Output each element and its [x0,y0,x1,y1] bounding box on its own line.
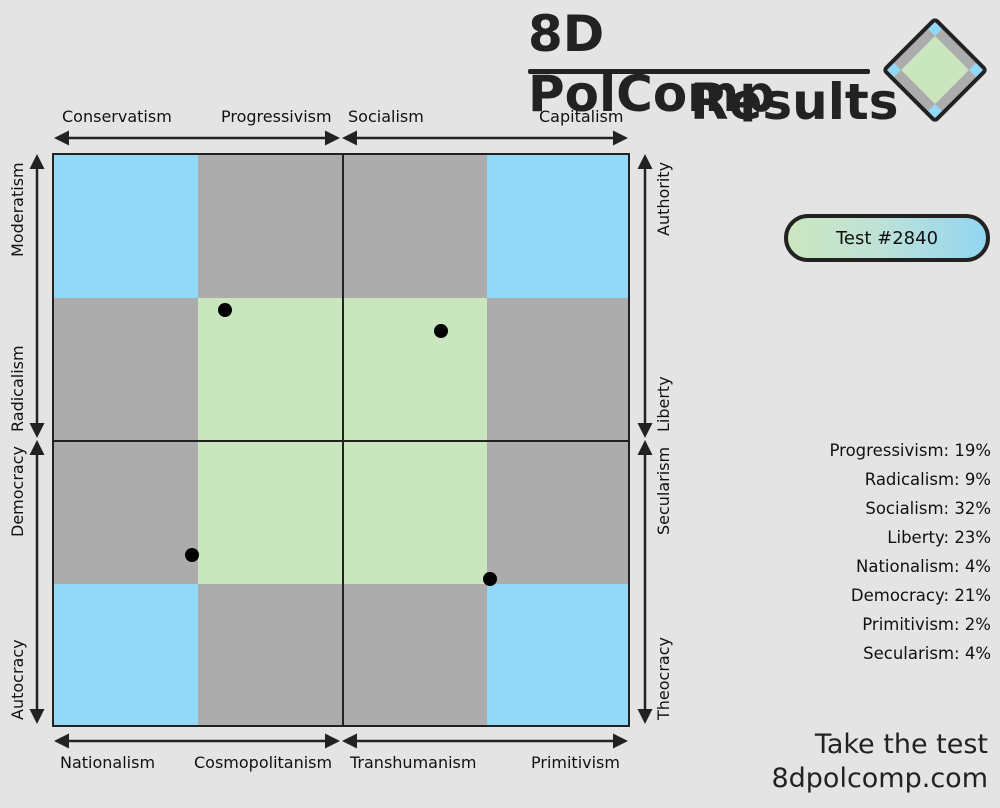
axis-label-cosmopolitanism: Cosmopolitanism [194,753,333,772]
test-number-label: Test #2840 [835,227,939,249]
grid-cell [487,155,628,298]
stat-liberty: Liberty: 23% [887,528,991,547]
grid-cell [487,298,628,441]
stat-secularism: Secularism: 4% [863,644,991,663]
result-dot-top-right [434,324,448,338]
horizontal-divider [54,440,628,442]
grid-cell [54,441,198,584]
axis-label-nationalism: Nationalism [60,753,156,772]
stat-socialism: Socialism: 32% [865,499,991,518]
grid-cell [487,584,628,725]
axis-label-progressivism: Progressivism [221,107,332,126]
results-grid [52,153,630,727]
title-divider [528,69,870,74]
result-dot-bottom-right [483,572,497,586]
stat-primitivism: Primitivism: 2% [862,615,991,634]
footer-take-test: Take the test [814,729,988,760]
grid-cell [343,298,487,441]
title-line-2: Results [690,73,899,131]
grid-cell [343,155,487,298]
logo-icon [883,18,987,122]
footer-website: 8dpolcomp.com [771,763,988,794]
test-number-badge: Test #2840 [784,214,990,262]
stats-list: Progressivism: 19% Radicalism: 9% Social… [731,436,992,668]
stat-nationalism: Nationalism: 4% [856,557,991,576]
grid-cell [343,584,487,725]
axis-label-primitivism: Primitivism [531,753,620,772]
result-dot-top-left [218,303,232,317]
axis-label-conservatism: Conservatism [62,107,172,126]
stat-radicalism: Radicalism: 9% [864,470,991,489]
grid-cell [54,584,198,725]
axis-label-socialism: Socialism [348,107,424,126]
grid-cell [54,298,198,441]
title-line-1: 8D PolComp [528,5,776,123]
grid-cell [487,441,628,584]
grid-cell [198,584,343,725]
grid-cell [198,155,343,298]
axis-label-capitalism: Capitalism [539,107,624,126]
grid-cell [198,441,343,584]
stat-democracy: Democracy: 21% [850,586,991,605]
grid-cell [54,155,198,298]
axis-label-transhumanism: Transhumanism [350,753,477,772]
grid-cell [198,298,343,441]
stat-progressivism: Progressivism: 19% [829,441,992,460]
grid-cell [343,441,487,584]
result-dot-bottom-left [185,548,199,562]
